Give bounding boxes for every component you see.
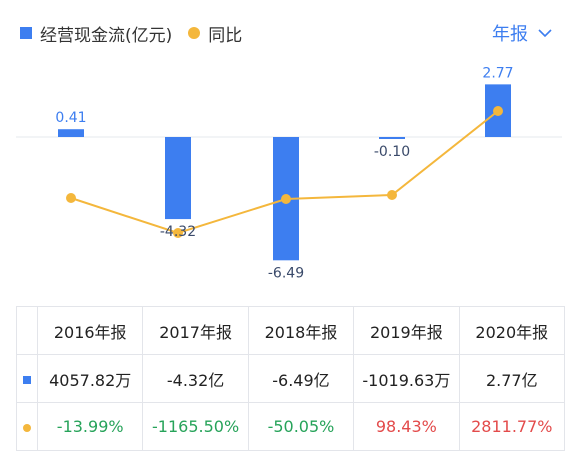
table-cell: -1019.63万 <box>353 354 460 403</box>
bar-value-label: 2.77 <box>482 65 513 81</box>
yoy-point-2017年报[interactable] <box>173 228 183 238</box>
bar-legend-label: 经营现金流(亿元) <box>40 25 173 46</box>
table-row-yoy: -13.99% -1165.50% -50.05% 98.43% 2811.77… <box>16 402 566 451</box>
bar-legend-swatch <box>20 27 32 39</box>
data-table: 2016年报 2017年报 2018年报 2019年报 2020年报 4057.… <box>16 306 566 451</box>
yoy-point-2019年报[interactable] <box>387 190 397 200</box>
table-header-cell: 2017年报 <box>142 306 249 355</box>
table-cell: 98.43% <box>353 402 460 451</box>
line-legend-swatch <box>188 27 201 39</box>
table-header-marker-cell <box>16 306 38 355</box>
yoy-point-2020年报[interactable] <box>493 106 503 116</box>
yoy-point-2016年报[interactable] <box>66 193 76 203</box>
table-header-cell: 2018年报 <box>247 306 355 355</box>
table-cell: -13.99% <box>36 402 144 451</box>
table-cell: 4057.82万 <box>36 354 144 403</box>
period-selector[interactable]: 年报 <box>492 18 552 48</box>
table-cell: -50.05% <box>247 402 355 451</box>
chart-legend: 经营现金流(亿元) 同比 <box>20 18 242 48</box>
cash-flow-chart: 0.41 -4.32 -6.49 -0.10 2.77 <box>16 65 562 281</box>
table-cell: -1165.50% <box>142 402 249 451</box>
bar-value-label: 0.41 <box>55 110 86 126</box>
bar-series-marker <box>23 376 31 384</box>
table-header-cell: 2016年报 <box>36 306 144 355</box>
bar-value-label: -0.10 <box>374 144 410 160</box>
table-cell: -4.32亿 <box>142 354 249 403</box>
bar-2016年报[interactable] <box>58 129 84 137</box>
table-cell: 2.77亿 <box>458 354 566 403</box>
line-legend-label: 同比 <box>208 25 243 46</box>
table-cell: -6.49亿 <box>247 354 355 403</box>
yoy-point-2018年报[interactable] <box>281 194 291 204</box>
table-cell: 2811.77% <box>458 402 566 451</box>
table-header-cell: 2019年报 <box>353 306 460 355</box>
table-header-cell: 2020年报 <box>458 306 566 355</box>
period-selector-label: 年报 <box>492 24 528 45</box>
bar-value-label: -4.32 <box>160 224 196 240</box>
chevron-down-icon <box>538 29 552 38</box>
line-series-marker <box>23 424 31 432</box>
table-marker-cell <box>16 354 38 403</box>
table-header-row: 2016年报 2017年报 2018年报 2019年报 2020年报 <box>16 306 566 355</box>
bar-2019年报[interactable] <box>379 137 405 139</box>
bar-value-label: -6.49 <box>268 265 304 281</box>
bar-2017年报[interactable] <box>165 137 191 220</box>
table-marker-cell <box>16 402 38 451</box>
table-row-cash-flow: 4057.82万 -4.32亿 -6.49亿 -1019.63万 2.77亿 <box>16 354 566 403</box>
